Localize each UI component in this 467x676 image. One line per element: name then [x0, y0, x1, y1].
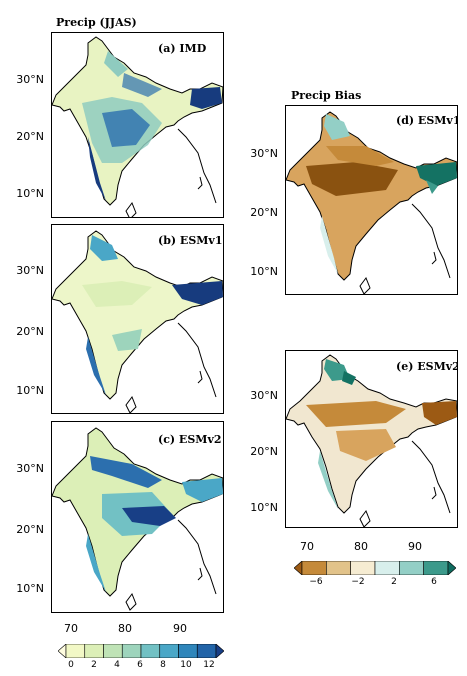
- cbp-swatch-4: [140, 644, 161, 658]
- cbb-swatch-2: [350, 561, 376, 575]
- lon-label-right-70: 70: [300, 540, 314, 553]
- bias-cb-label-6: 6: [431, 577, 437, 587]
- lon-label-left-70: 70: [64, 622, 78, 635]
- lat-label-c-20: 20°N: [16, 523, 44, 536]
- lat-label-b-30: 30°N: [16, 264, 44, 277]
- lat-label-b-20: 20°N: [16, 325, 44, 338]
- cbb-high-triangle: [447, 561, 456, 575]
- cbb-swatch-5: [423, 561, 449, 575]
- map-panel-e: (e) ESMv2: [285, 350, 458, 528]
- map-panel-a: (a) IMD: [51, 32, 224, 218]
- precip-cb-label-10: 10: [180, 660, 192, 670]
- panel-a-title: (a) IMD: [158, 42, 207, 55]
- cbp-swatch-1: [84, 644, 104, 658]
- cbp-swatch-6: [178, 644, 198, 658]
- india-map-b: [52, 230, 223, 413]
- precip-cb-label-2: 2: [91, 660, 97, 670]
- lat-label-e-20: 20°N: [250, 445, 278, 458]
- cbp-high-triangle: [215, 644, 224, 658]
- left-section-title: Precip (JJAS): [56, 16, 137, 29]
- cbb-swatch-0: [301, 561, 327, 575]
- cbp-swatch-0: [65, 644, 86, 658]
- cbb-low-triangle: [294, 561, 303, 575]
- india-map-d: [286, 111, 457, 294]
- cbb-swatch-4: [399, 561, 424, 575]
- lat-label-a-10: 10°N: [16, 187, 44, 200]
- panel-c-title: (c) ESMv2: [158, 433, 222, 446]
- panel-e-title: (e) ESMv2: [396, 360, 458, 373]
- panel-d-title: (d) ESMv1: [396, 114, 458, 127]
- panel-b-title: (b) ESMv1: [158, 234, 223, 247]
- cbp-low-triangle: [58, 644, 67, 658]
- precip-colorbar: [58, 644, 224, 658]
- map-panel-d: (d) ESMv1: [285, 105, 458, 295]
- lat-label-c-30: 30°N: [16, 462, 44, 475]
- lat-label-d-30: 30°N: [250, 147, 278, 160]
- precip-cb-label-12: 12: [203, 660, 215, 670]
- lon-label-right-80: 80: [354, 540, 368, 553]
- india-map-c: [52, 427, 223, 611]
- india-map-a: [52, 36, 223, 217]
- lon-label-right-90: 90: [408, 540, 422, 553]
- cbb-swatch-3: [374, 561, 400, 575]
- cbb-swatch-1: [326, 561, 351, 575]
- precip-cb-label-6: 6: [137, 660, 143, 670]
- bias-colorbar: [294, 561, 456, 575]
- india-map-e: [286, 354, 457, 527]
- lat-label-a-20: 20°N: [16, 130, 44, 143]
- lat-label-d-10: 10°N: [250, 265, 278, 278]
- lat-label-d-20: 20°N: [250, 206, 278, 219]
- cbp-swatch-5: [159, 644, 179, 658]
- lat-label-e-30: 30°N: [250, 389, 278, 402]
- bias-cb-label-2: 2: [391, 577, 397, 587]
- right-section-title: Precip Bias: [291, 89, 362, 102]
- bias-cb-label-neg2: −2: [351, 577, 365, 587]
- lat-label-a-30: 30°N: [16, 73, 44, 86]
- lon-label-left-80: 80: [118, 622, 132, 635]
- lat-label-c-10: 10°N: [16, 582, 44, 595]
- precip-cb-label-4: 4: [114, 660, 120, 670]
- cbp-swatch-7: [196, 644, 217, 658]
- map-panel-b: (b) ESMv1: [51, 224, 224, 414]
- lat-label-b-10: 10°N: [16, 384, 44, 397]
- cbp-swatch-3: [121, 644, 142, 658]
- bias-cb-label-neg6: −6: [309, 577, 323, 587]
- lon-label-left-90: 90: [173, 622, 187, 635]
- cbp-swatch-2: [103, 644, 123, 658]
- precip-cb-label-0: 0: [68, 660, 74, 670]
- lat-label-e-10: 10°N: [250, 501, 278, 514]
- precip-cb-label-8: 8: [160, 660, 166, 670]
- map-panel-c: (c) ESMv2: [51, 421, 224, 613]
